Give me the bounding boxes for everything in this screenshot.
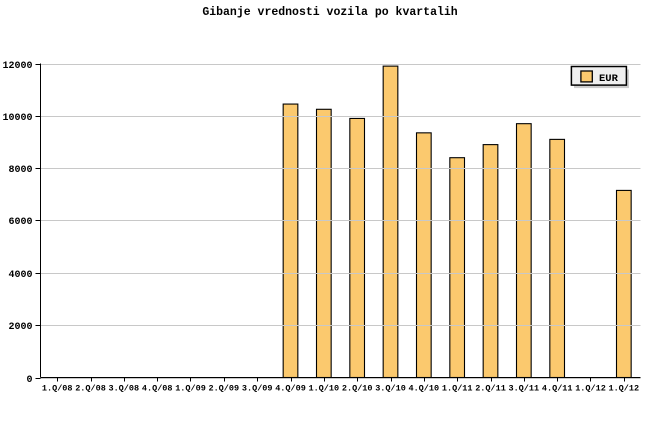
svg-text:1.Q/12: 1.Q/12 [575, 384, 606, 394]
svg-text:2.Q/11: 2.Q/11 [475, 384, 506, 394]
svg-text:3.Q/11: 3.Q/11 [508, 384, 539, 394]
svg-text:1.Q/09: 1.Q/09 [175, 384, 206, 394]
svg-text:EUR: EUR [599, 73, 619, 85]
svg-text:3.Q/09: 3.Q/09 [242, 384, 273, 394]
svg-text:2.Q/09: 2.Q/09 [208, 384, 239, 394]
svg-text:3.Q/10: 3.Q/10 [375, 384, 406, 394]
svg-text:2.Q/10: 2.Q/10 [342, 384, 373, 394]
svg-text:1.Q/11: 1.Q/11 [442, 384, 473, 394]
svg-text:8000: 8000 [8, 165, 32, 176]
svg-text:4000: 4000 [8, 270, 32, 281]
svg-text:4.Q/10: 4.Q/10 [408, 384, 439, 394]
svg-text:2.Q/08: 2.Q/08 [75, 384, 106, 394]
svg-text:1.Q/10: 1.Q/10 [308, 384, 339, 394]
svg-text:6000: 6000 [8, 217, 32, 228]
svg-text:4.Q/11: 4.Q/11 [542, 384, 573, 394]
svg-text:0: 0 [26, 375, 32, 386]
svg-text:12000: 12000 [2, 61, 32, 72]
svg-text:4.Q/09: 4.Q/09 [275, 384, 306, 394]
svg-text:1.Q/08: 1.Q/08 [42, 384, 73, 394]
svg-text:3.Q/08: 3.Q/08 [108, 384, 139, 394]
svg-text:10000: 10000 [2, 113, 32, 124]
svg-text:1.Q/12: 1.Q/12 [608, 384, 639, 394]
svg-text:4.Q/08: 4.Q/08 [142, 384, 173, 394]
svg-text:2000: 2000 [8, 322, 32, 333]
